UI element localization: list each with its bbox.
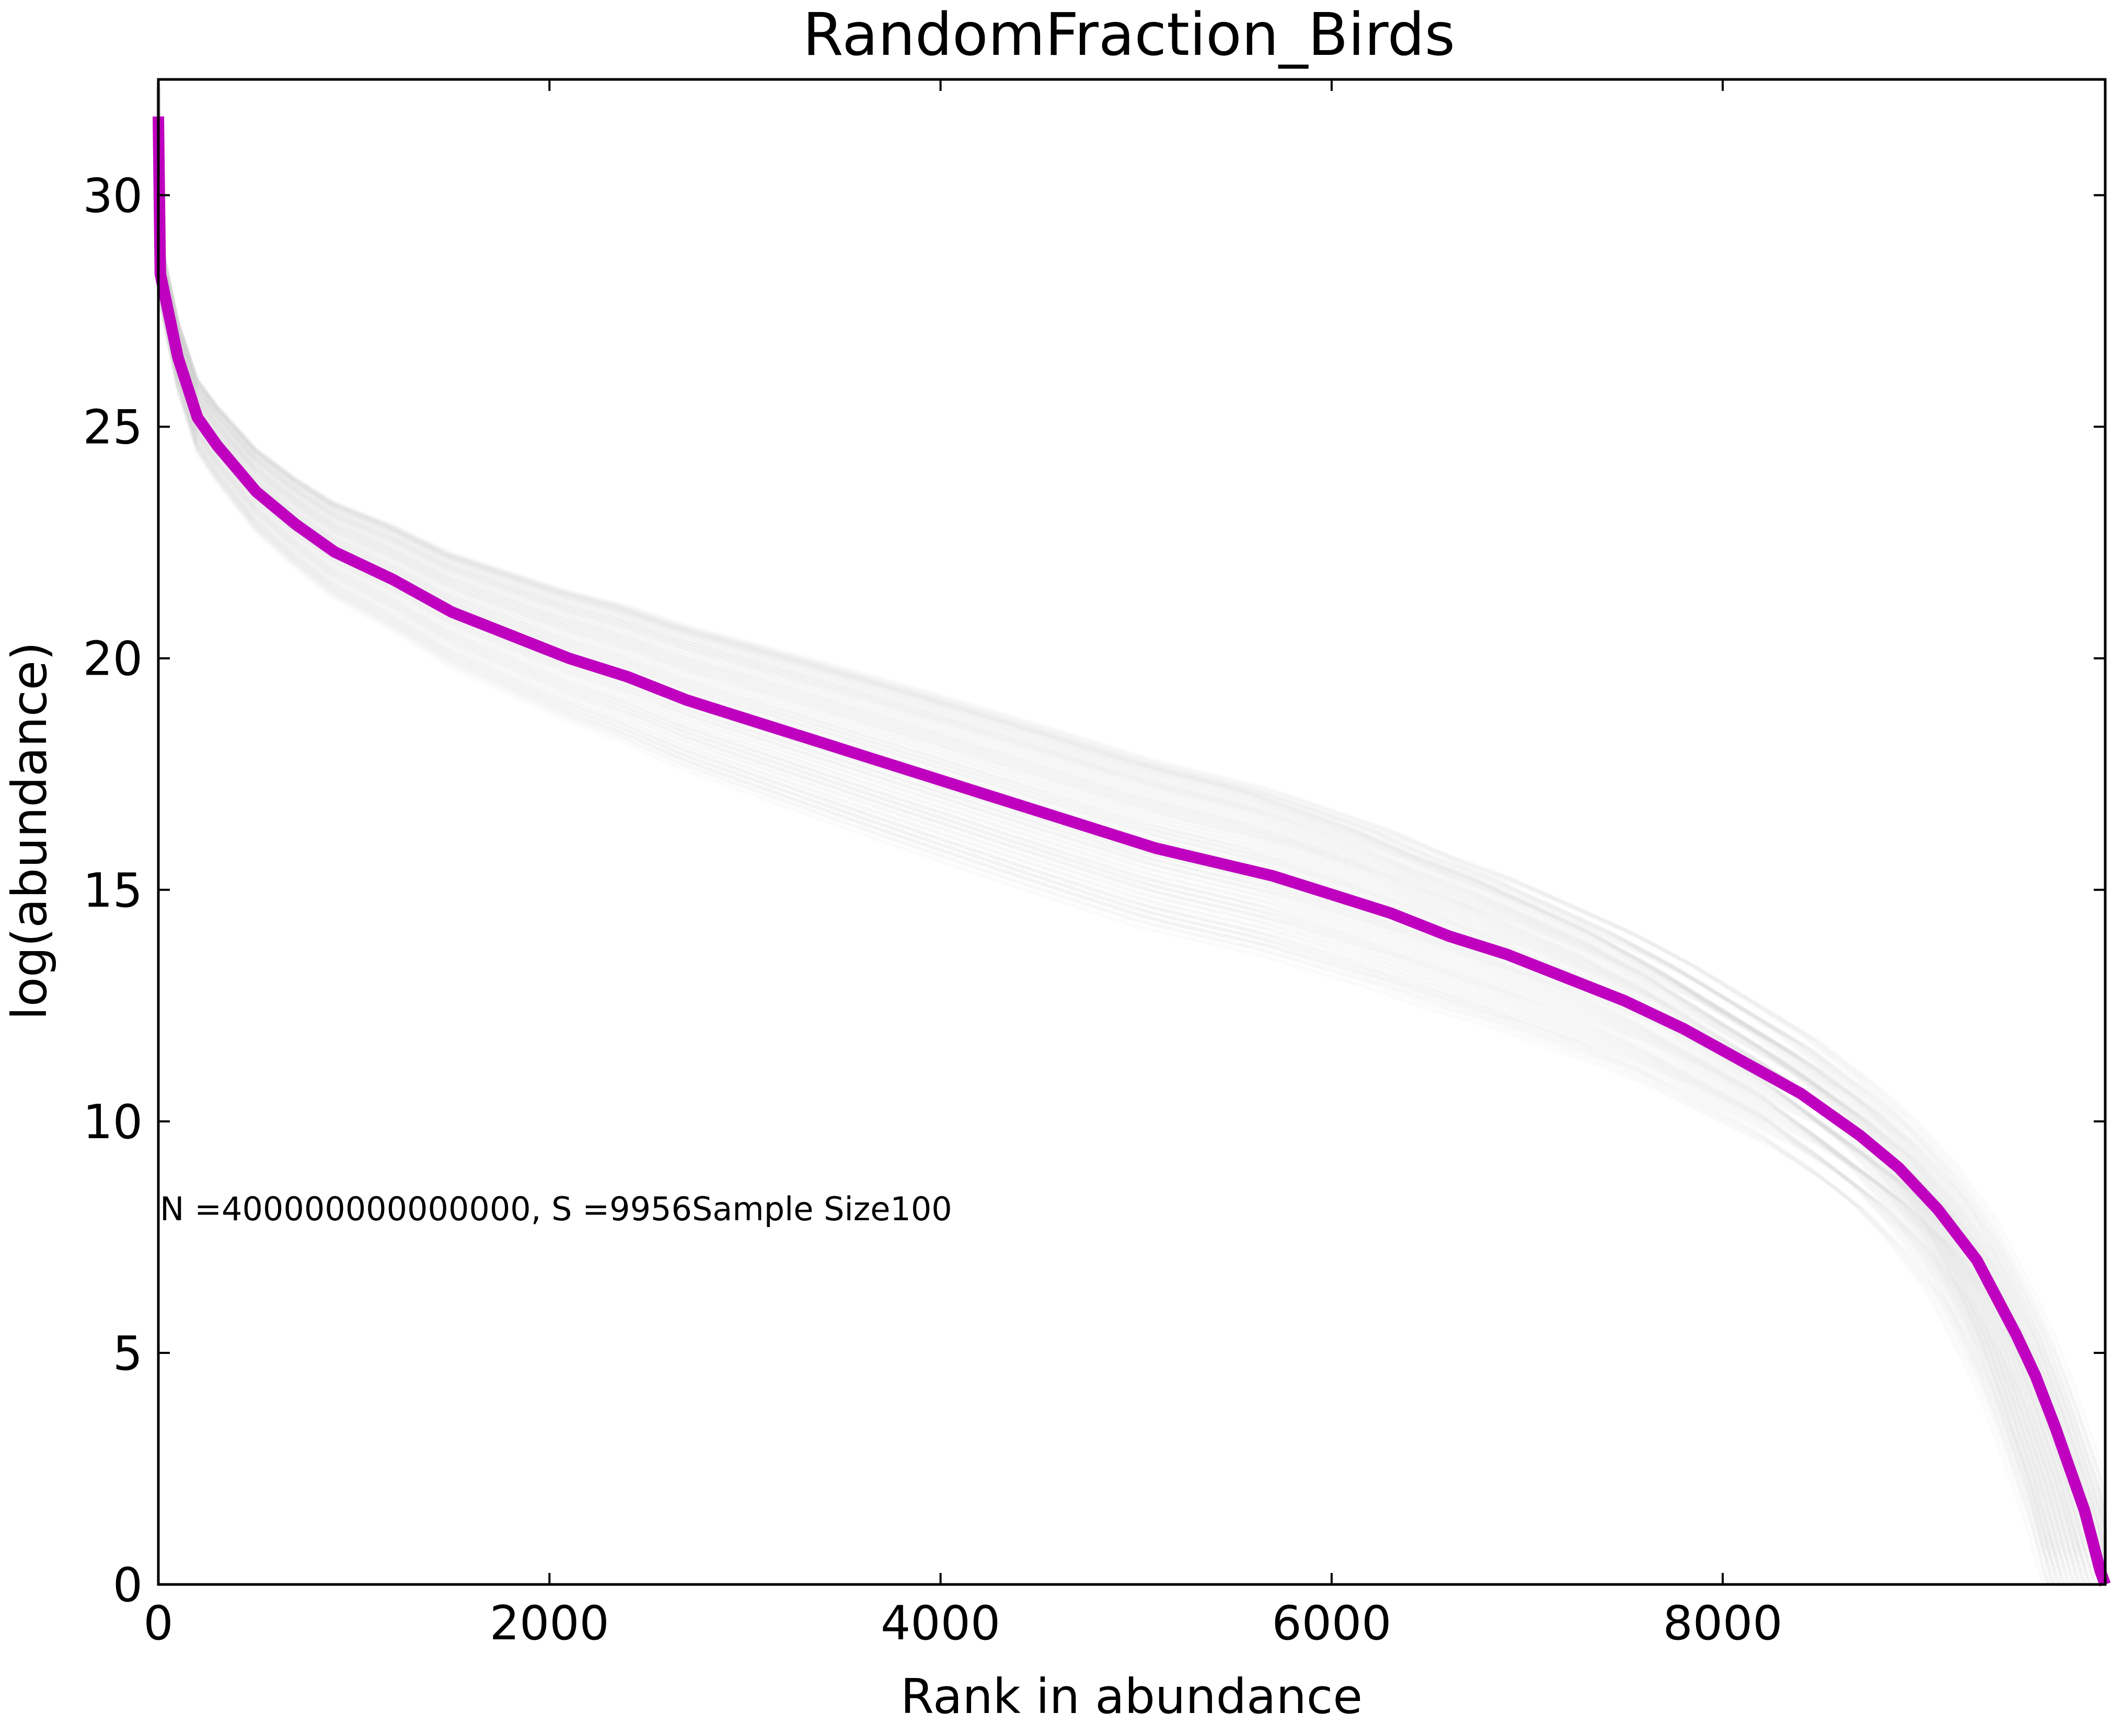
sample-line (156, 99, 2107, 1567)
sample-line (156, 107, 2059, 1576)
sample-line (156, 144, 2093, 1587)
sample-line (156, 82, 2055, 1551)
y-tick-label: 30 (83, 169, 143, 224)
sample-line (156, 121, 2068, 1585)
sample-annotation: N =400000000000000, S =9956Sample Size10… (160, 1190, 952, 1228)
sample-line (156, 91, 2107, 1559)
sample-line (156, 89, 2058, 1558)
y-tick-label: 20 (83, 632, 143, 687)
sample-line (156, 123, 2073, 1586)
sample-line (156, 85, 2072, 1555)
sample-line (156, 147, 2098, 1587)
sample-line (156, 139, 2081, 1587)
sample-line (156, 96, 2081, 1565)
sample-line (156, 134, 2069, 1587)
sample-line (156, 97, 2107, 1566)
sample-line (156, 129, 2058, 1587)
sample-line (156, 109, 2090, 1578)
x-axis-title: Rank in abundance (901, 1669, 1363, 1725)
sample-line (156, 89, 2107, 1558)
x-tick-label: 8000 (1663, 1596, 1783, 1651)
sample-line (156, 124, 2107, 1584)
sample-line (156, 82, 2107, 1550)
sample-line (156, 102, 2073, 1571)
y-tick-label: 10 (83, 1095, 143, 1150)
sample-line (156, 88, 2107, 1557)
sample-line (156, 128, 2084, 1587)
sample-line (156, 133, 2095, 1587)
sample-line (156, 138, 2105, 1587)
ticks-group: 0 2000 4000 6000 8000 0 5 10 15 20 25 30 (83, 79, 2105, 1651)
sample-line (156, 136, 2101, 1587)
sample-line (156, 86, 2107, 1554)
y-tick-label: 25 (83, 400, 143, 455)
sample-line (156, 131, 2089, 1587)
sample-line (156, 140, 2055, 1587)
chart-title: RandomFraction_Birds (803, 1, 1455, 69)
x-tick-label: 2000 (490, 1596, 609, 1651)
sample-line (156, 141, 2107, 1585)
sample-line (156, 92, 2107, 1561)
sample-line (156, 94, 2101, 1563)
sample-line (156, 148, 2072, 1587)
sample-line (156, 126, 2053, 1586)
sample-lines-group (156, 81, 2107, 1587)
sample-line (156, 101, 2107, 1569)
sample-line (156, 123, 2099, 1585)
series-line (153, 116, 2111, 1587)
sample-line (156, 84, 2092, 1553)
sample-line (156, 106, 2107, 1575)
y-tick-label: 5 (113, 1326, 143, 1381)
sample-line (156, 83, 2107, 1552)
x-tick-label: 4000 (881, 1596, 1000, 1651)
sample-line (156, 108, 2107, 1576)
sample-line (156, 95, 2049, 1564)
sample-line (156, 125, 2105, 1586)
sample-line (156, 105, 2052, 1574)
sample-line (156, 84, 2107, 1553)
sample-line (156, 100, 2067, 1569)
sample-line (156, 98, 2061, 1567)
sample-line (156, 81, 2049, 1550)
x-tick-label: 0 (143, 1596, 173, 1651)
sample-line (156, 103, 2107, 1571)
sample-line (156, 106, 2084, 1576)
sample-line (156, 146, 2107, 1584)
x-tick-label: 6000 (1272, 1596, 1391, 1651)
series-group (153, 116, 2111, 1587)
sample-line (156, 85, 2097, 1554)
sample-line (156, 104, 2079, 1573)
sample-line (156, 143, 2061, 1587)
sample-line (156, 87, 2052, 1556)
sample-line (156, 145, 2067, 1587)
sample-line (156, 83, 2060, 1552)
sample-line (156, 126, 2079, 1586)
y-tick-label: 0 (113, 1558, 143, 1613)
sample-line (156, 96, 2055, 1566)
sample-line (156, 137, 2049, 1587)
sample-line (156, 90, 2063, 1559)
sample-line (156, 95, 2107, 1564)
plot-area-frame (157, 78, 2107, 1586)
sample-line (156, 94, 2075, 1563)
sample-line (156, 143, 2107, 1584)
sample-line (156, 92, 2069, 1561)
sample-line (156, 81, 2106, 1550)
sample-line (156, 136, 2075, 1587)
sample-line (156, 110, 2107, 1578)
y-tick-label: 15 (83, 863, 143, 918)
sample-line (156, 142, 2086, 1587)
y-axis-title: log(abundance) (2, 642, 57, 1020)
sample-line (156, 84, 2066, 1553)
sample-line (156, 132, 2063, 1587)
sample-line (156, 86, 2103, 1555)
